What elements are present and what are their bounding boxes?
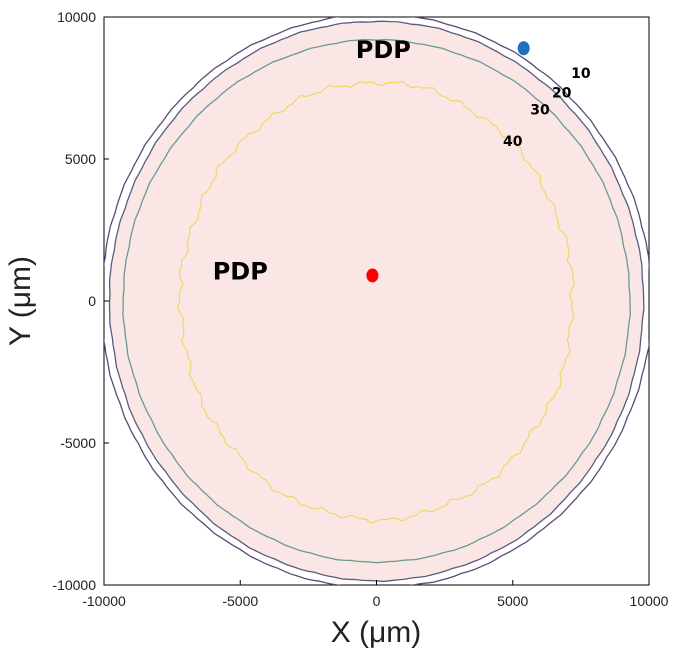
y-axis-title: Y (μm)	[4, 256, 37, 346]
y-tick-label: -5000	[60, 435, 96, 451]
x-tick-label: -10000	[82, 593, 126, 609]
x-axis-title: X (μm)	[331, 616, 422, 649]
contour-label-20: 20	[552, 86, 572, 102]
x-tick-label: 0	[373, 593, 381, 609]
region-label-pdp: PDP	[356, 36, 411, 64]
y-tick-labels: 10000 5000 0 -5000 -10000	[52, 9, 109, 593]
contour-line-10	[104, 17, 649, 585]
y-tick-label: 10000	[57, 9, 96, 25]
contour-line-30	[122, 38, 631, 564]
y-tick-label: 5000	[65, 151, 96, 167]
contour-label-40: 40	[503, 134, 523, 150]
region-label-pdp: PDP	[213, 258, 268, 286]
contour-label-10: 10	[571, 66, 591, 82]
edge-point	[517, 41, 530, 56]
x-tick-label: 10000	[630, 593, 669, 609]
x-tick-label: -5000	[222, 593, 258, 609]
center-point	[366, 268, 379, 283]
x-tick-label: 5000	[497, 593, 528, 609]
contour-line-40	[176, 80, 576, 524]
y-tick-label: -10000	[52, 577, 96, 593]
contour-line-20	[108, 20, 645, 583]
contour-label-30: 30	[530, 103, 550, 119]
pdp-region-fill	[109, 21, 644, 581]
x-tick-labels: -10000 -5000 0 5000 10000	[82, 580, 669, 609]
y-tick-label: 0	[88, 293, 96, 309]
